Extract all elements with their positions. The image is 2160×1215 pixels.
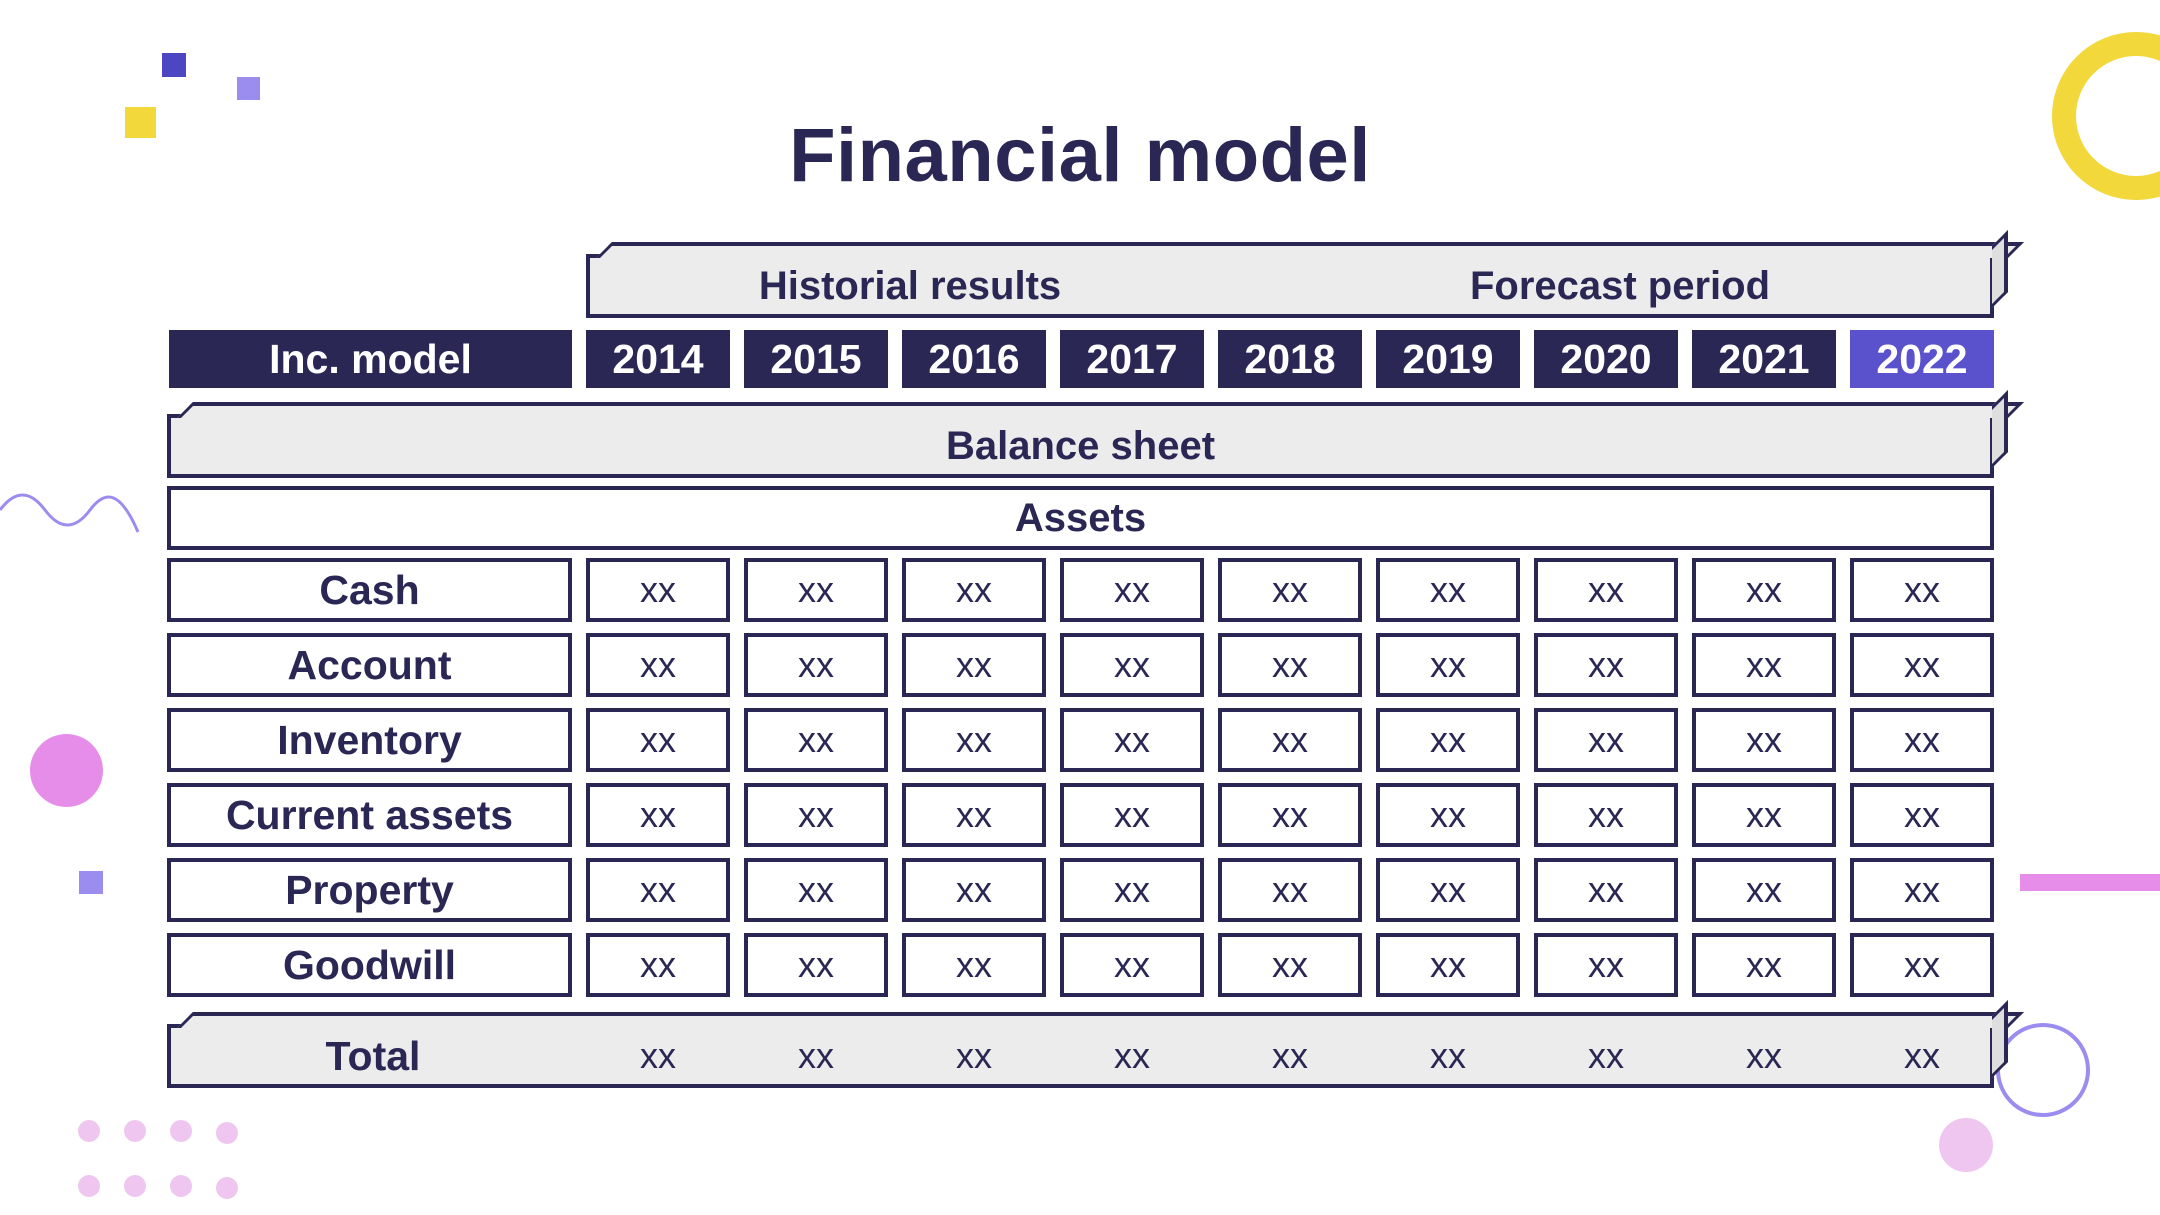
total-value: xx: [1272, 1035, 1308, 1076]
subsection-label: Assets: [1014, 495, 1147, 540]
table-cell: xx: [1218, 783, 1362, 847]
row-label: Account: [167, 633, 572, 697]
table-cell: xx: [1060, 783, 1204, 847]
table-cell: xx: [1218, 933, 1362, 997]
table-cell: xx: [1376, 708, 1520, 772]
decor-square-violet: [237, 77, 260, 100]
decor-wave: [0, 493, 140, 533]
table-cell: xx: [902, 933, 1046, 997]
subsection-bar: Assets: [167, 486, 1994, 550]
total-value: xx: [1588, 1035, 1624, 1076]
table-cell: xx: [1850, 783, 1994, 847]
decor-bar-pink: [2020, 874, 2160, 891]
total-value: xx: [956, 1035, 992, 1076]
table-cell: xx: [1534, 708, 1678, 772]
row-label: Cash: [167, 558, 572, 622]
table-cell: xx: [1534, 858, 1678, 922]
decor-circle-pink: [30, 734, 103, 807]
total-value: xx: [798, 1035, 834, 1076]
row-label: Inventory: [167, 708, 572, 772]
table-cell: xx: [1692, 933, 1836, 997]
table-cell: xx: [1692, 783, 1836, 847]
row-label: Current assets: [167, 783, 572, 847]
table-cell: xx: [1218, 558, 1362, 622]
year-header-2014: 2014: [586, 330, 730, 388]
row-label: Goodwill: [167, 933, 572, 997]
page-title: Financial model: [789, 113, 1371, 198]
decor-dots: [78, 1120, 248, 1205]
table-cell: xx: [1692, 633, 1836, 697]
table-cell: xx: [1850, 708, 1994, 772]
table-cell: xx: [1534, 783, 1678, 847]
total-value: xx: [1114, 1035, 1150, 1076]
table-cell: xx: [1060, 858, 1204, 922]
table-cell: xx: [1850, 858, 1994, 922]
section-label: Balance sheet: [945, 423, 1216, 468]
table-cell: xx: [902, 783, 1046, 847]
table-cell: xx: [1534, 558, 1678, 622]
table-cell: xx: [586, 858, 730, 922]
historical-period-label: Historial results: [758, 263, 1062, 308]
year-header-2016: 2016: [902, 330, 1046, 388]
year-header-2022: 2022: [1850, 330, 1994, 388]
table-cell: xx: [586, 633, 730, 697]
table-cell: xx: [1060, 708, 1204, 772]
table-cell: xx: [902, 708, 1046, 772]
decor-circle-lightpink: [1939, 1118, 1993, 1172]
decor-square-yellow: [125, 107, 156, 138]
year-header-2015: 2015: [744, 330, 888, 388]
year-header-2021: 2021: [1692, 330, 1836, 388]
row-label: Property: [167, 858, 572, 922]
table-cell: xx: [1692, 558, 1836, 622]
decor-square-indigo: [162, 53, 186, 77]
year-header-2019: 2019: [1376, 330, 1520, 388]
total-value: xx: [640, 1035, 676, 1076]
year-header-2020: 2020: [1534, 330, 1678, 388]
table-cell: xx: [1376, 858, 1520, 922]
year-header-2018: 2018: [1218, 330, 1362, 388]
total-value: xx: [1904, 1035, 1940, 1076]
table-cell: xx: [1692, 708, 1836, 772]
table-cell: xx: [1692, 858, 1836, 922]
decor-ring-violet: [1996, 1023, 2090, 1117]
table-cell: xx: [1376, 783, 1520, 847]
table-cell: xx: [744, 933, 888, 997]
section-bar: Balance sheet: [167, 390, 2024, 478]
table-cell: xx: [1060, 558, 1204, 622]
total-label: Total: [325, 1032, 421, 1079]
table-cell: xx: [744, 783, 888, 847]
table-cell: xx: [902, 558, 1046, 622]
table-cell: xx: [1534, 633, 1678, 697]
table-cell: xx: [902, 858, 1046, 922]
row-header-label: Inc. model: [169, 330, 572, 388]
forecast-period-label: Forecast period: [1469, 263, 1771, 308]
table-cell: xx: [1376, 633, 1520, 697]
table-cell: xx: [902, 633, 1046, 697]
table-cell: xx: [1218, 708, 1362, 772]
table-cell: xx: [1218, 858, 1362, 922]
table-cell: xx: [744, 858, 888, 922]
table-cell: xx: [1850, 933, 1994, 997]
year-header-2017: 2017: [1060, 330, 1204, 388]
total-bar: Total xx xx xx xx xx xx xx xx xx: [167, 1000, 2024, 1088]
table-cell: xx: [744, 558, 888, 622]
table-cell: xx: [586, 558, 730, 622]
table-cell: xx: [586, 933, 730, 997]
total-value: xx: [1430, 1035, 1466, 1076]
table-cell: xx: [1376, 933, 1520, 997]
decor-square-violet-small: [79, 871, 103, 894]
table-cell: xx: [1850, 633, 1994, 697]
table-cell: xx: [1060, 633, 1204, 697]
table-cell: xx: [1060, 933, 1204, 997]
total-value: xx: [1746, 1035, 1782, 1076]
table-cell: xx: [1850, 558, 1994, 622]
table-cell: xx: [1218, 633, 1362, 697]
table-cell: xx: [1534, 933, 1678, 997]
table-cell: xx: [744, 633, 888, 697]
table-cell: xx: [586, 708, 730, 772]
table-cell: xx: [744, 708, 888, 772]
period-header-bar: Historial results Forecast period: [586, 230, 2024, 318]
table-cell: xx: [586, 783, 730, 847]
table-cell: xx: [1376, 558, 1520, 622]
